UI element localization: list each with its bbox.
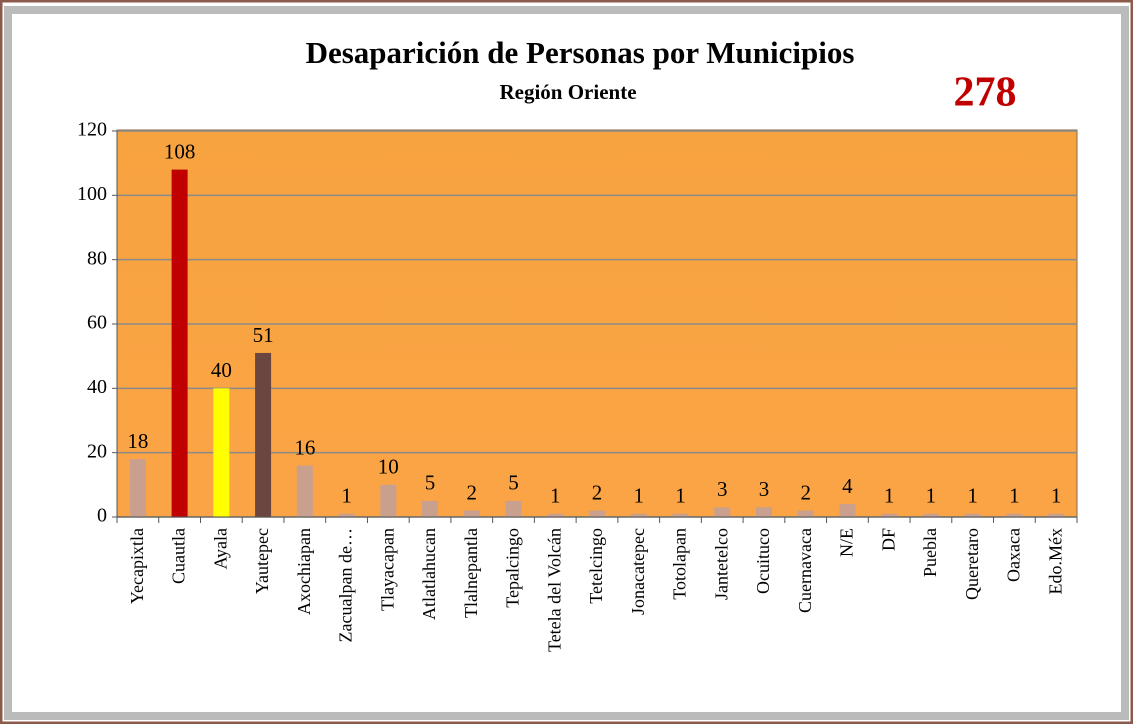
x-tick-label: Cuernavaca	[795, 528, 815, 613]
y-tick-label: 20	[87, 440, 107, 462]
x-tick-label: Tlalnepantla	[461, 528, 481, 618]
value-label: 4	[842, 474, 853, 498]
bar	[213, 388, 230, 517]
bar	[422, 500, 439, 517]
value-label: 1	[926, 484, 937, 508]
bar	[755, 507, 772, 517]
x-tick-label: Tetela del Volcán	[544, 528, 564, 652]
bar	[714, 507, 731, 517]
x-tick-label: Yautepec	[252, 528, 272, 594]
chart-subtitle: Región Oriente	[499, 80, 636, 104]
value-label: 40	[211, 358, 232, 382]
value-label: 1	[884, 484, 895, 508]
bar	[797, 510, 814, 517]
x-tick-label: Ocuituco	[753, 528, 773, 594]
y-tick-label: 100	[77, 183, 107, 205]
x-tick-label: Atlatlahucan	[419, 528, 439, 620]
x-tick-label: Axochiapan	[294, 528, 314, 615]
value-label: 3	[717, 477, 728, 501]
x-tick-label: Zacualpan de…	[336, 528, 356, 642]
bar	[589, 510, 605, 517]
total-annotation: 278	[954, 70, 1017, 116]
y-tick-label: 120	[77, 119, 107, 141]
value-label: 1	[341, 484, 352, 508]
x-tick-label: N/E	[837, 528, 857, 557]
x-tick-label: Edo.Méx	[1045, 528, 1065, 595]
x-tick-label: Tepalcingo	[503, 528, 523, 608]
y-tick-label: 0	[97, 505, 107, 527]
value-label: 1	[1009, 484, 1020, 508]
bar	[171, 169, 188, 517]
bar	[380, 484, 397, 517]
bar	[505, 500, 522, 517]
value-label: 2	[800, 480, 811, 504]
bar	[672, 513, 689, 517]
x-tick-label: Ayala	[210, 528, 230, 569]
value-label: 2	[467, 480, 478, 504]
x-tick-label: Tetelcingo	[586, 528, 606, 604]
x-tick-label: Yecapixtla	[127, 528, 147, 604]
value-label: 1	[967, 484, 978, 508]
value-label: 18	[127, 429, 148, 453]
bar	[964, 513, 981, 517]
x-tick-label: DF	[878, 528, 898, 551]
x-tick-label: Totolapan	[670, 528, 690, 600]
y-tick-label: 40	[87, 376, 107, 398]
value-label: 5	[425, 471, 436, 495]
value-label: 108	[164, 139, 196, 163]
value-label: 1	[550, 484, 561, 508]
bar	[881, 513, 898, 517]
bar	[1048, 513, 1065, 517]
value-label: 1	[675, 484, 686, 508]
bar	[296, 465, 313, 517]
bar	[338, 513, 355, 517]
x-tick-label: Jantetelco	[711, 528, 731, 600]
chart-title: Desaparición de Personas por Municipios	[306, 35, 855, 70]
value-label: 1	[1051, 484, 1062, 508]
value-label: 10	[378, 455, 399, 479]
x-tick-label: Queretaro	[962, 528, 982, 600]
bar	[839, 504, 856, 517]
value-label: 3	[759, 477, 770, 501]
x-tick-label: Jonacatepec	[628, 528, 648, 615]
x-tick-label: Cuautla	[169, 528, 189, 584]
y-tick-label: 60	[87, 312, 107, 334]
inner-frame	[4, 6, 1129, 720]
value-label: 1	[633, 484, 644, 508]
y-tick-label: 80	[87, 247, 107, 269]
value-label: 2	[592, 480, 603, 504]
x-tick-label: Tlayacapan	[377, 528, 397, 611]
bar	[547, 513, 564, 517]
bar	[255, 352, 272, 517]
value-label: 16	[294, 435, 315, 459]
bar	[1006, 513, 1023, 517]
x-tick-label: Puebla	[920, 528, 940, 577]
bar	[922, 513, 939, 517]
bar	[463, 510, 480, 517]
x-tick-label: Oaxaca	[1004, 528, 1024, 582]
value-label: 51	[253, 323, 274, 347]
bar	[129, 459, 146, 517]
bar	[630, 513, 647, 517]
value-label: 5	[508, 471, 519, 495]
